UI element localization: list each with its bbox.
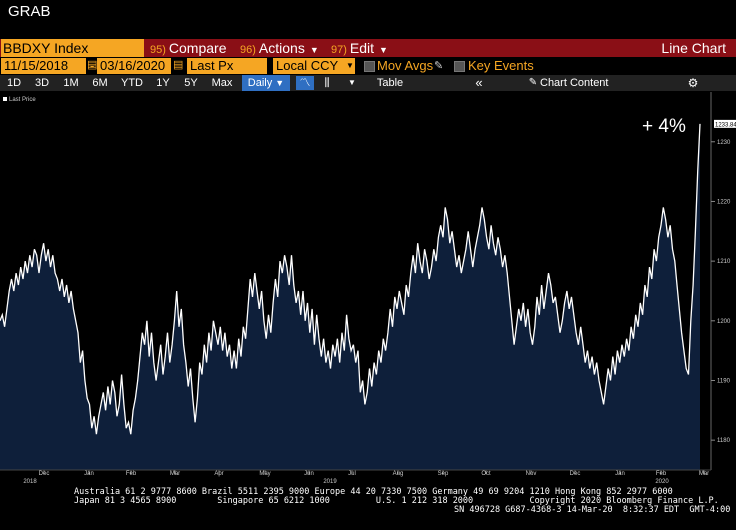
period-1m[interactable]: 1M [63,77,79,89]
chevron-down-icon: ▼ [275,78,285,88]
compare-label: Compare [168,40,227,56]
footer: Australia 61 2 9777 8600 Brazil 5511 239… [0,484,736,530]
y-tick-label: 1220 [717,199,731,205]
key-events-label: Key Events [468,58,534,73]
table-button[interactable]: Table [376,77,404,89]
chart-annotation: + 4% [642,116,686,137]
ticker-input[interactable]: BBDXY Index [1,39,144,57]
collapse-left-icon[interactable]: « [475,75,483,90]
period-3d[interactable]: 3D [34,77,50,89]
x-tick-label: Dec [39,471,50,477]
start-date-field[interactable]: 11/15/2018 [1,58,86,74]
x-tick-label: May [259,471,270,477]
last-value-badge [714,119,736,128]
end-date-field[interactable]: 03/16/2020 [97,58,171,74]
x-tick-label: Jul [348,471,356,477]
chart-area[interactable]: 1180 1190 1200 1210 1220 1230 1233.84 Last Pric… [0,92,736,485]
calendar-icon[interactable]: ▤ [87,59,98,71]
edit-label: Edit [349,40,375,56]
period-6m[interactable]: 6M [92,77,108,89]
price-line [0,123,701,435]
legend-swatch [3,97,7,101]
x-tick-label: Dec [570,471,581,477]
year-label: 2019 [323,479,337,484]
compare-num: 95) [150,44,166,56]
mov-avgs-checkbox[interactable] [364,61,375,72]
x-tick-label: Sep [438,471,449,477]
footer-session-info: SN 496728 G687-4368-3 14-Mar-20 8:32:37 … [454,505,731,515]
currency-select[interactable]: Local CCY [273,58,345,74]
price-field-select[interactable]: Last Px [187,58,267,74]
chevron-down-icon: ▼ [309,45,319,55]
gear-icon[interactable]: ⚙ [687,76,699,90]
period-bar [0,75,736,91]
x-tick-label: Jun [304,471,314,477]
x-tick-label: Mar [170,471,180,477]
footer-contacts-line2: Japan 81 3 4565 8900 Singapore 65 6212 1… [74,496,719,506]
mov-avgs-label: Mov Avgs [377,58,434,73]
command-bar [0,39,736,57]
chevron-down-icon[interactable]: ▼ [345,58,355,74]
period-1d[interactable]: 1D [6,77,22,89]
y-tick-label: 1180 [717,438,731,444]
x-tick-label: Apr [214,471,223,477]
period-5y[interactable]: 5Y [184,77,198,89]
y-tick-label: 1230 [717,140,731,146]
year-label: 2018 [23,479,37,484]
edit-menu[interactable]: 97) Edit ▼ [331,39,388,57]
year-label: 2020 [655,479,669,484]
calendar-icon[interactable]: ▤ [173,59,184,71]
edit-num: 97) [331,44,347,56]
x-tick-label: Jan [84,471,94,477]
y-tick-label: 1210 [717,259,731,265]
actions-label: Actions [258,40,305,56]
period-ytd[interactable]: YTD [121,77,143,89]
date-separator: - [90,58,95,73]
last-value-label: 1233.84 [715,122,736,128]
x-tick-label: Feb [656,471,667,477]
x-tick-label: Mar [699,471,709,477]
actions-menu[interactable]: 96) Actions ▼ [240,39,319,57]
actions-num: 96) [240,44,256,56]
line-chart-icon[interactable]: 〽 [296,76,314,90]
x-tick-label: Feb [126,471,137,477]
chart-content-button[interactable]: Chart Content [540,77,609,89]
key-events-checkbox[interactable] [454,61,465,72]
frequency-select[interactable]: Daily ▼ [242,75,290,91]
frequency-label: Daily [247,77,273,89]
x-tick-label: Aug [393,471,404,477]
chevron-down-icon[interactable]: ▼ [348,78,356,87]
price-area [0,123,700,471]
x-tick-label: Oct [481,471,491,477]
period-1y[interactable]: 1Y [156,77,170,89]
x-tick-label: Nov [526,471,537,477]
y-tick-label: 1200 [717,319,731,325]
compare-button[interactable]: 95) Compare [150,39,227,57]
x-tick-label: Jan [615,471,625,477]
footer-contacts-line1: Australia 61 2 9777 8600 Brazil 5511 239… [74,487,673,497]
window-title: GRAB [8,3,51,20]
candle-chart-icon[interactable]: ⫼ [324,77,330,89]
y-tick-label: 1190 [717,378,731,384]
period-max[interactable]: Max [211,77,233,89]
pencil-icon[interactable]: ✎ [434,60,444,72]
legend-label: Last Price [9,97,36,103]
chevron-down-icon: ▼ [379,45,388,55]
chart-type-label[interactable]: Line Chart [661,40,726,56]
price-chart: 1180 1190 1200 1210 1220 1230 1233.84 Last Pric… [0,92,736,485]
pencil-icon[interactable]: ✎ [528,77,538,88]
